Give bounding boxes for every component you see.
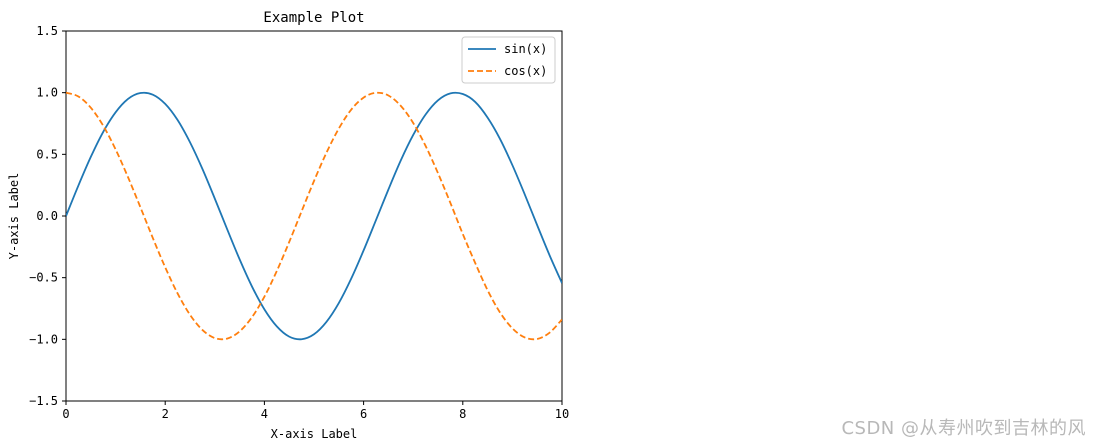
y-tick-label: 0.0: [36, 209, 58, 223]
series-line-sin: [66, 91, 562, 341]
x-tick-label: 10: [555, 407, 569, 421]
x-axis-title: X-axis Label: [271, 427, 358, 441]
legend-label: sin(x): [504, 42, 547, 56]
series-line-cos: [66, 91, 562, 341]
watermark: CSDN @从寿州吹到吉林的风: [841, 418, 1086, 439]
x-tick-label: 8: [459, 407, 466, 421]
y-axis-title: Y-axis Label: [7, 173, 21, 260]
axes-frame: [65, 30, 563, 402]
x-tick-label: 6: [360, 407, 367, 421]
chart-title: Example Plot: [263, 10, 364, 26]
y-tick-label: −0.5: [29, 271, 58, 285]
legend-label: cos(x): [504, 64, 547, 78]
axes: 0 2 4 6 8 10 1.5 1.0 0.5 0.0 −0.5 −1.0 −1.5: [29, 24, 569, 421]
series-lines: [66, 91, 562, 341]
x-tick-label: 4: [261, 407, 268, 421]
legend: sin(x) cos(x): [461, 36, 556, 84]
line-chart: Example Plot 0 2 4 6 8 10 1.5 1.0 0.5 0.0 −0.5 −1.0…: [7, 10, 569, 441]
y-tick-label: 1.0: [36, 86, 58, 100]
x-tick-label: 2: [162, 407, 169, 421]
y-tick-label: 1.5: [36, 24, 58, 38]
y-tick-label: −1.5: [29, 394, 58, 408]
y-tick-label: 0.5: [36, 147, 58, 161]
x-tick-label: 0: [62, 407, 69, 421]
y-tick-label: −1.0: [29, 332, 58, 346]
